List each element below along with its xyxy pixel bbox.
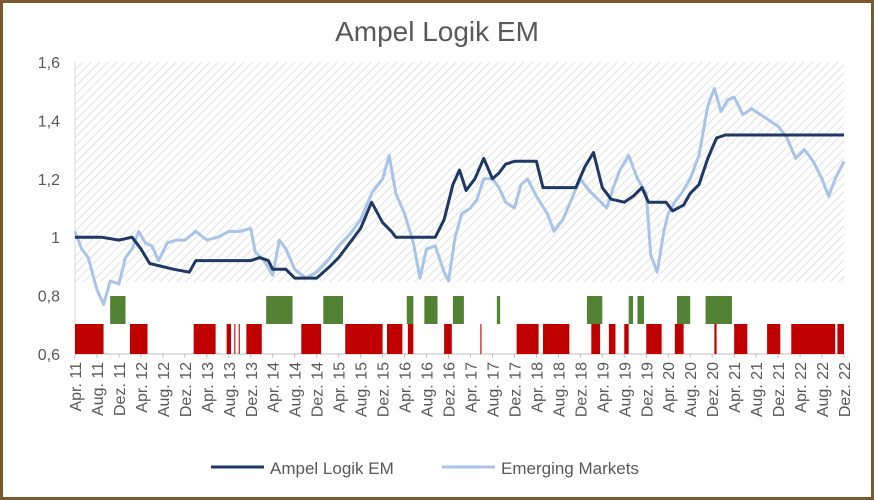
x-tick-label: Apr. 12 [134,362,151,413]
x-tick-label: Apr. 14 [266,362,283,413]
y-tick-label: 0,6 [38,347,60,364]
red-signal-bar [542,324,570,354]
green-signal-bar [424,296,438,324]
x-tick-label: Aug. 21 [749,362,766,417]
green-signal-bar [496,296,501,324]
red-signal-bar [246,324,262,354]
x-tick-label: Dez. 18 [573,362,590,417]
red-signal-bar [129,324,148,354]
y-tick-label: 1,6 [38,55,60,72]
x-tick-label: Apr. 20 [661,362,678,413]
series-lines [73,86,846,306]
red-signal-bar [238,324,240,354]
x-tick-label: Apr. 11 [68,362,85,412]
green-signal-bar [266,296,293,324]
x-tick-label: Dez. 22 [837,362,854,417]
x-tick-label: Dez. 19 [639,362,656,417]
red-signal-bar [608,324,616,354]
red-signal-bar [386,324,403,354]
red-signal-bar [407,324,414,354]
red-signal-bar [624,324,629,354]
x-tick-label: Aug. 15 [354,362,371,417]
red-signal-bar [444,324,452,354]
series-line-ampel [75,133,844,280]
red-signal-bar [646,324,662,354]
green-signal-bar [452,296,464,324]
x-tick-label: Aug. 11 [90,362,107,416]
x-tick-label: Aug. 18 [551,362,568,417]
x-tick-label: Apr. 19 [595,362,612,413]
x-tick-label: Apr. 22 [793,362,810,413]
x-tick-label: Apr. 21 [727,362,744,413]
x-tick-label: Aug. 12 [156,362,173,417]
red-signal-bar [791,324,836,354]
y-tick-label: 1 [51,230,60,247]
x-tick-label: Aug. 19 [617,362,634,417]
y-tick-label: 1,4 [38,113,60,130]
red-signal-bar [767,324,781,354]
x-tick-label: Aug. 16 [420,362,437,417]
x-tick-label: Dez. 11 [112,362,129,416]
red-signal-bar [75,324,104,354]
x-tick-label: Apr. 13 [200,362,217,413]
y-axis-ticks: 1,6 1,4 1,2 1 0,8 0,6 [38,55,60,364]
green-signal-bar [323,296,344,324]
green-signal-bar [705,296,732,324]
x-tick-label: Aug. 20 [683,362,700,417]
x-tick-label: Dez. 12 [178,362,195,417]
red-signal-bar [345,324,383,354]
x-tick-label: Aug. 14 [288,362,305,417]
x-tick-label: Dez. 15 [376,362,393,417]
x-tick-label: Dez. 20 [705,362,722,417]
green-signal-bar [637,296,645,324]
x-tick-label: Apr. 16 [398,362,415,413]
x-tick-label: Dez. 21 [771,362,788,417]
signal-bars [75,296,844,354]
legend-label-em: Emerging Markets [501,459,639,478]
red-signal-bar [301,324,322,354]
x-tick-label: Apr. 15 [332,362,349,413]
legend: Ampel Logik EM Emerging Markets [211,459,639,478]
red-signal-bar [234,324,236,354]
x-tick-label: Dez. 17 [507,362,524,417]
red-signal-bar [714,324,717,354]
chart-title: Ampel Logik EM [335,16,539,47]
red-signal-bar [837,324,844,354]
x-tick-label: Aug. 17 [485,362,502,417]
green-signal-bar [628,296,634,324]
red-signal-bar [674,324,684,354]
y-tick-label: 1,2 [38,172,60,189]
green-signal-bar [677,296,691,324]
x-axis-ticks: Apr. 11 Aug. 11 Dez. 11 Apr. 12 Aug. 12 Dez. … [68,354,854,417]
x-tick-label: Apr. 18 [529,362,546,413]
red-signal-bar [480,324,482,354]
red-signal-bar [226,324,231,354]
x-tick-label: Dez. 13 [244,362,261,417]
x-tick-label: Aug. 22 [815,362,832,417]
x-tick-label: Dez. 16 [442,362,459,417]
x-tick-label: Aug. 13 [222,362,239,417]
red-signal-bar [591,324,601,354]
green-signal-bar [406,296,414,324]
y-tick-label: 0,8 [38,289,60,306]
green-signal-bar [110,296,126,324]
legend-label-ampel: Ampel Logik EM [270,459,394,478]
red-signal-bar [193,324,216,354]
red-signal-bar [516,324,539,354]
x-tick-label: Apr. 17 [463,362,480,413]
series-line-em [73,86,846,306]
red-signal-bar [734,324,748,354]
green-signal-bar [586,296,603,324]
x-tick-label: Dez. 14 [310,362,327,417]
